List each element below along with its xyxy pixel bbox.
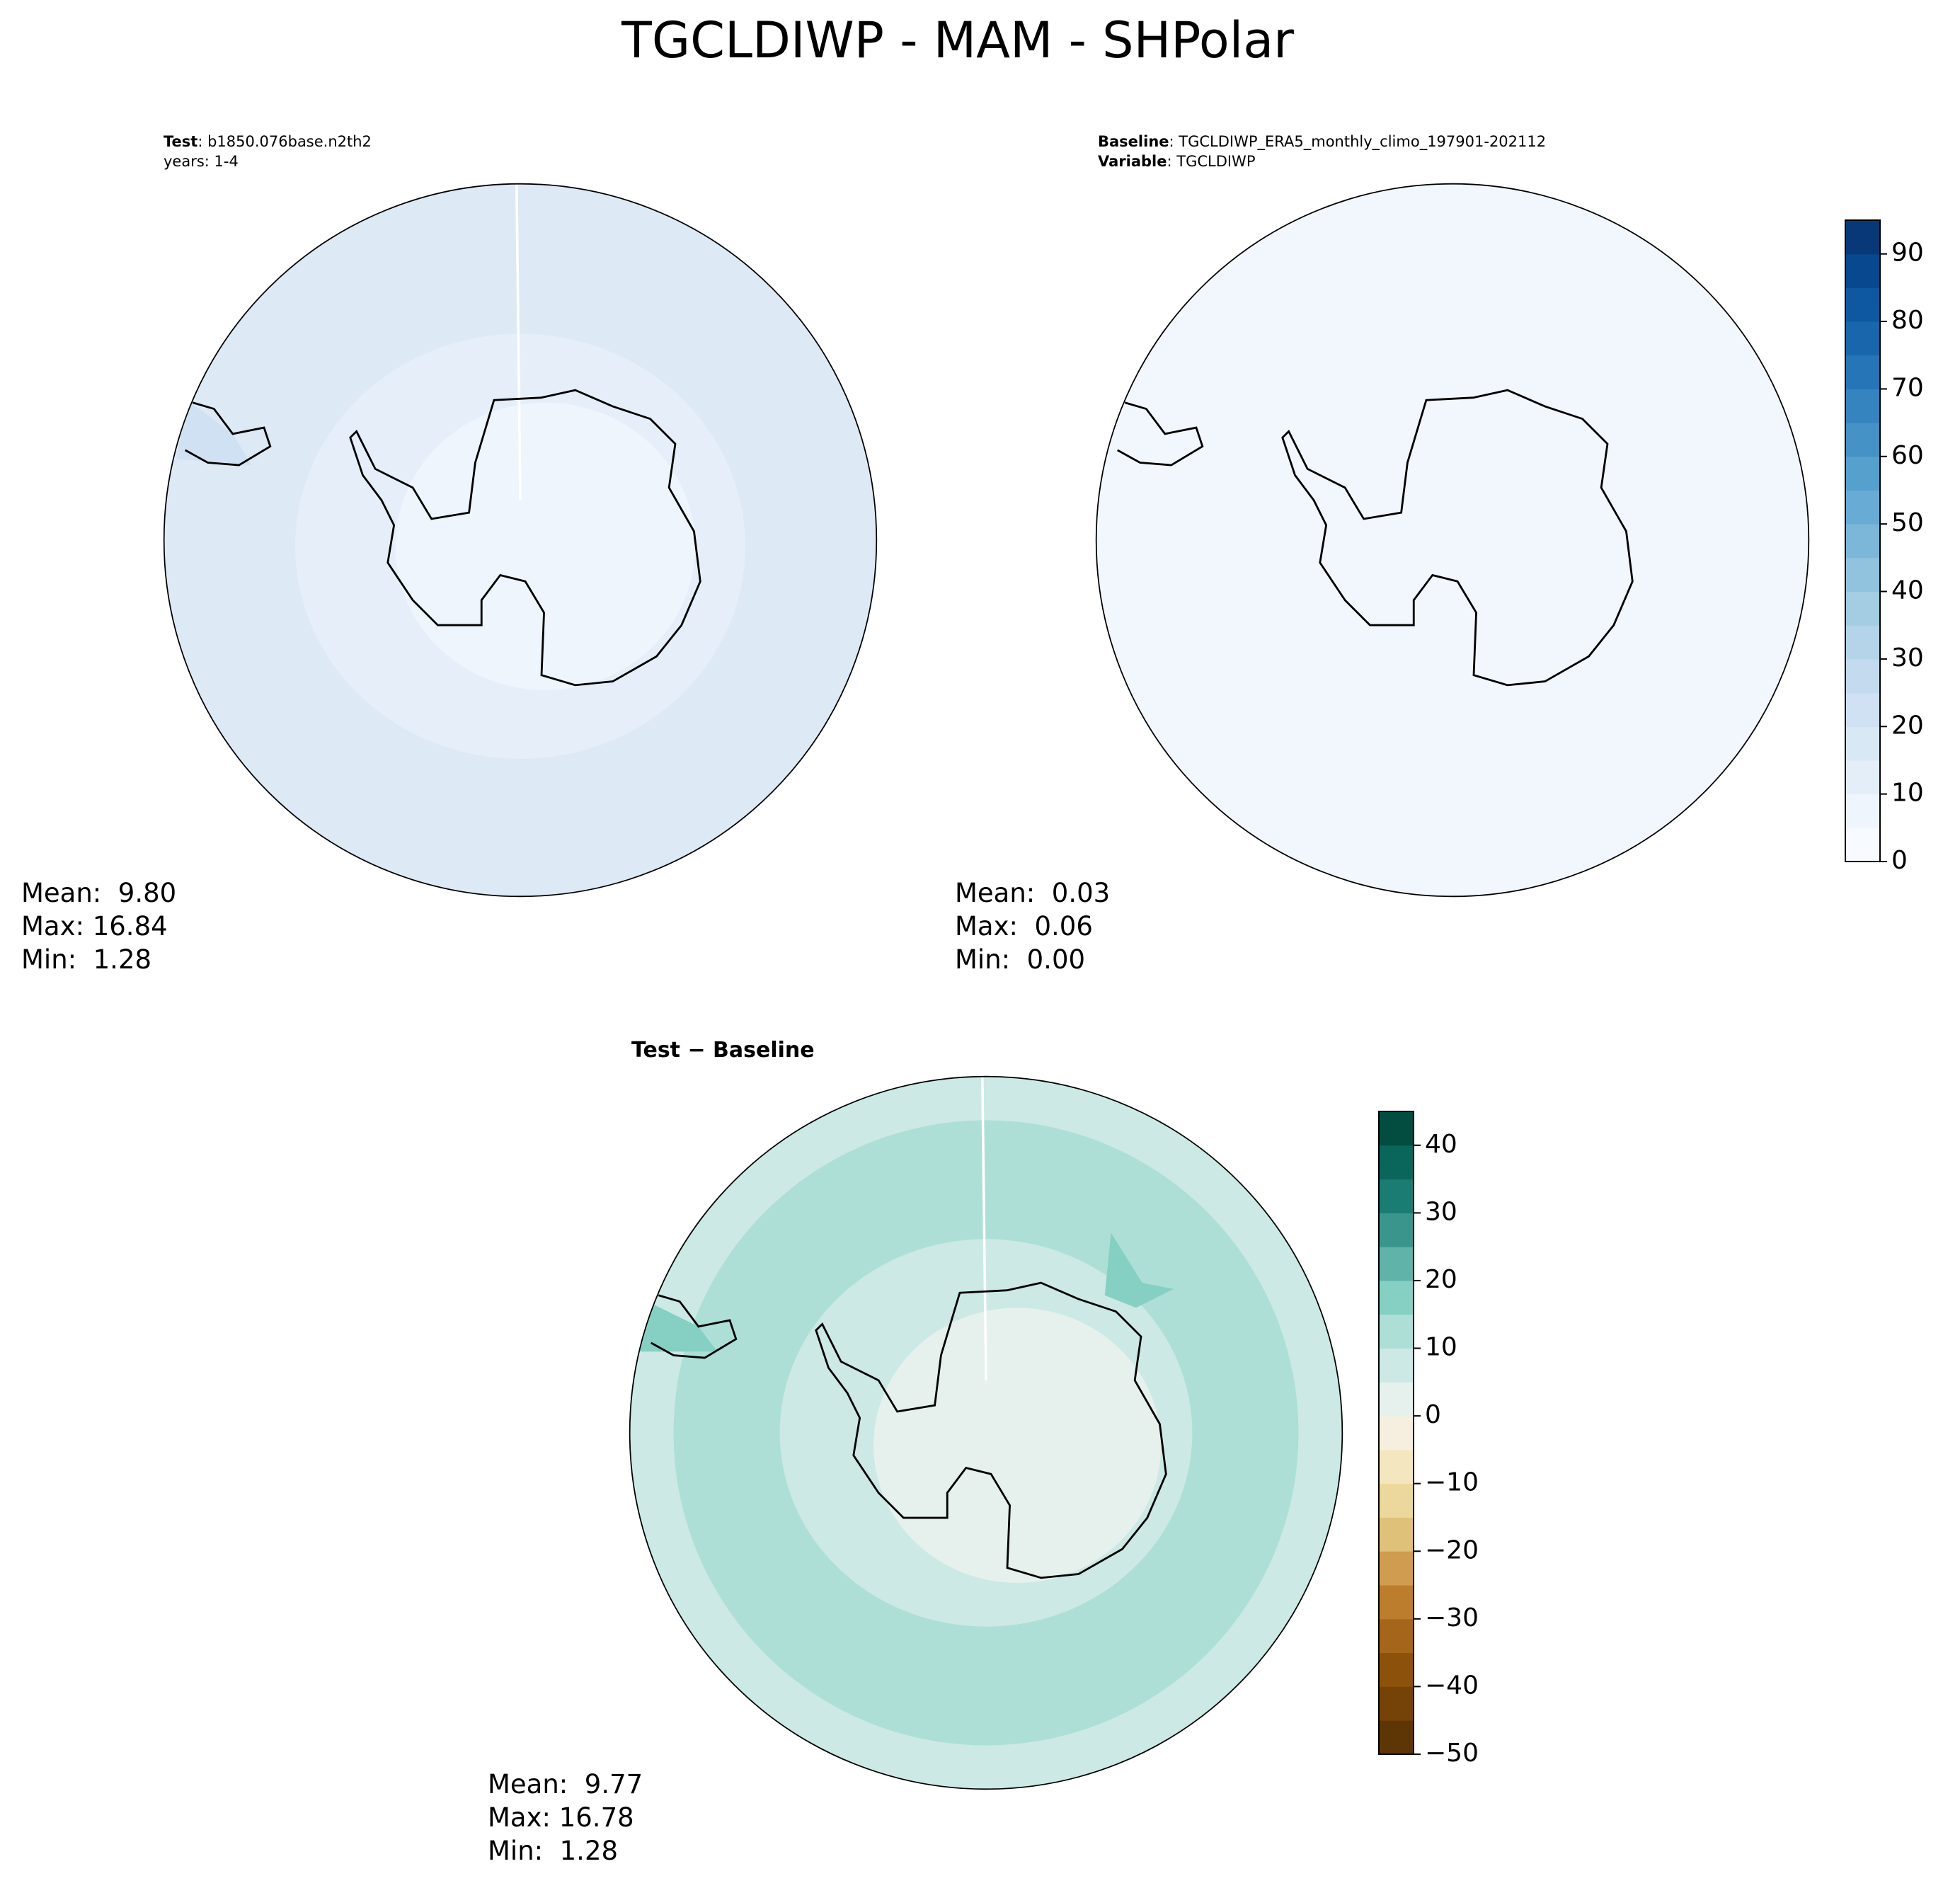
header-key: Baseline [1098,133,1169,150]
color-band [1379,1585,1414,1620]
tick-label: −20 [1425,1535,1479,1564]
color-band [1379,1179,1414,1213]
tick-label: 10 [1891,779,1924,808]
polar-map [629,1075,1343,1790]
header-value: : TGCLDIWP_ERA5_monthly_climo_197901-202… [1169,133,1547,151]
tick-label: 40 [1425,1130,1457,1159]
color-band [1845,321,1880,356]
polar-map [163,183,878,898]
color-band [1845,828,1880,862]
tick-label: 20 [1425,1265,1457,1294]
tick-label: −30 [1425,1603,1479,1632]
color-band [1379,1416,1414,1451]
header-value: : b1850.076base.n2th2 [197,133,372,150]
panel-header: Test: b1850.076base.n2th2 [164,133,372,150]
color-band [1845,658,1880,694]
tick-label: 40 [1891,576,1924,605]
stat: Max: 0.06 [955,911,1093,942]
color-band [1379,1111,1414,1146]
color-band [1845,524,1880,559]
color-band [1845,726,1880,761]
color-band [1379,1618,1414,1654]
stat: Max: 16.84 [21,911,168,942]
color-band [1379,1686,1414,1721]
colorbar-frame [1378,1111,1414,1755]
colorbar-frame [1845,219,1881,862]
tick-label: 90 [1891,239,1924,268]
color-band [1379,1348,1414,1383]
stat: Min: 0.00 [955,944,1085,975]
color-band [1379,1145,1414,1180]
tick-label: 20 [1891,711,1924,740]
panel-header: Test − Baseline [631,1038,815,1063]
header-value: : TGCLDIWP [1167,153,1255,170]
tick-label: 30 [1425,1197,1457,1226]
tick-label: 60 [1891,441,1924,470]
color-band [1845,760,1880,795]
stat: Min: 1.28 [488,1836,618,1866]
colorbar: 0 10 20 30 40 50 60 70 80 90 [1845,219,1924,875]
color-band [1379,1551,1414,1586]
color-band [1845,625,1880,660]
color-band [1845,287,1880,322]
polar-map [1095,183,1810,898]
figure-title: TGCLDIWP - MAM - SHPolar [621,11,1294,69]
colorbar: −50 −40 −30 −20 −10 0 10 20 30 40 [1378,1111,1479,1768]
stat: Max: 16.78 [488,1802,634,1833]
stat: Mean: 9.80 [21,878,176,908]
color-band [1845,591,1880,626]
color-band [1845,456,1880,491]
tick-label: −50 [1425,1739,1479,1768]
tick-label: 10 [1425,1333,1457,1362]
tick-label: −10 [1425,1468,1479,1497]
color-band [1845,794,1880,828]
color-band [1845,423,1880,457]
color-band [1845,490,1880,525]
tick-label: −40 [1425,1671,1479,1700]
panel-header: years: 1-4 [164,153,239,170]
color-band [1379,1280,1414,1315]
tick-label: 0 [1425,1400,1441,1429]
color-band [1379,1382,1414,1417]
tick-label: 30 [1891,643,1924,673]
tick-label: 0 [1891,846,1908,875]
color-band [1845,692,1880,727]
color-band [1379,1314,1414,1349]
color-band [1845,220,1880,255]
color-band [1379,1449,1414,1484]
stat: Mean: 0.03 [955,878,1110,908]
color-band [1845,253,1880,288]
color-band [1845,355,1880,389]
color-band [1379,1517,1414,1552]
header-key: Variable [1098,153,1167,170]
tick-label: 50 [1891,508,1924,537]
color-band [1845,389,1880,423]
color-band [1379,1652,1414,1687]
color-band [1379,1720,1414,1755]
stat: Mean: 9.77 [488,1769,643,1800]
color-band [1845,557,1880,593]
header-key: Test [164,133,197,150]
panel-header: Baseline: TGCLDIWP_ERA5_monthly_climo_19… [1098,133,1546,151]
tick-label: 80 [1891,306,1924,335]
color-band [1379,1247,1414,1281]
tick-label: 70 [1891,373,1924,402]
color-band [1379,1483,1414,1518]
color-band [1379,1213,1414,1247]
stat: Min: 1.28 [21,944,151,975]
panel-header: Variable: TGCLDIWP [1098,153,1256,170]
